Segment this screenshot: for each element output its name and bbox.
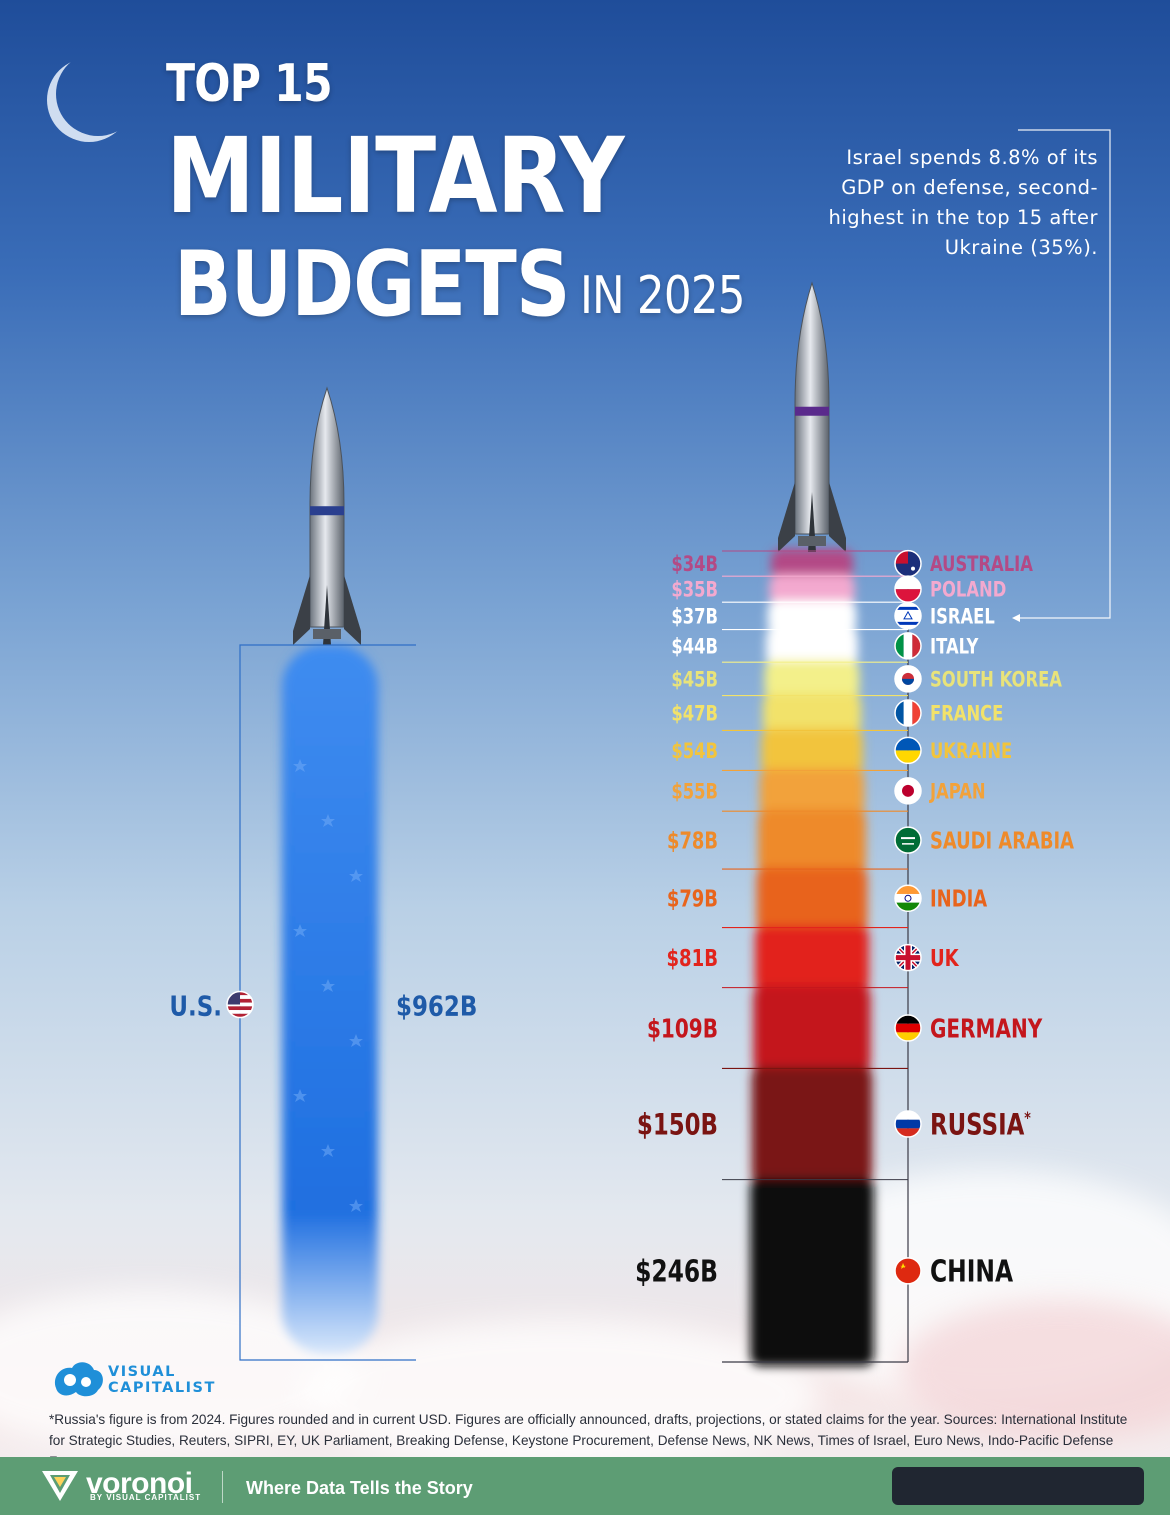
value-label-uk: $81B: [666, 945, 718, 972]
logo-line-1: VISUAL: [108, 1364, 176, 1380]
smoke-segment-south-korea: [764, 660, 860, 700]
smoke-segment-saudi-arabia: [758, 809, 866, 874]
smoke-segment-uk: [755, 925, 869, 992]
value-label-france: $47B: [671, 703, 718, 726]
country-label-germany: GERMANY: [930, 1015, 1043, 1044]
country-label-russia: RUSSIA*: [930, 1109, 1031, 1142]
country-label-australia: AUSTRALIA: [930, 553, 1033, 576]
country-label-japan: JAPAN: [928, 781, 985, 804]
country-label-uk: UK: [930, 945, 959, 972]
footer-divider: [222, 1471, 223, 1503]
voronoi-brand-sub: BY VISUAL CAPITALIST: [90, 1493, 202, 1502]
visual-capitalist-logo-icon: [54, 1362, 103, 1397]
value-label-poland: $35B: [671, 579, 718, 602]
smoke-segment-israel: [767, 600, 857, 634]
cloud: [300, 1320, 820, 1470]
title-line-1: TOP 15: [166, 54, 333, 114]
star-icon: [321, 1144, 335, 1157]
title-line-2: MILITARY: [166, 115, 625, 237]
value-label-italy: $44B: [671, 636, 718, 659]
ukraine-flag-icon: [894, 736, 922, 765]
smoke-segment-russia: [751, 1066, 873, 1184]
us-rocket-group: U.S. $962B: [169, 386, 477, 1361]
country-label-france: FRANCE: [930, 703, 1003, 726]
footer-tagline: Where Data Tells the Story: [246, 1478, 473, 1498]
rocket-icon: [778, 281, 846, 552]
china-flag-icon: [894, 1257, 922, 1285]
us-flag-icon: [226, 990, 254, 1019]
uk-flag-icon: [894, 943, 922, 972]
star-icon: [293, 1089, 307, 1102]
annotation-connector: [1018, 129, 1111, 619]
value-label-india: $79B: [667, 885, 718, 912]
country-label-israel: ISRAEL: [930, 606, 995, 629]
south-korea-flag-icon: [894, 665, 922, 693]
star-icon: [321, 979, 335, 992]
italy-flag-icon: [894, 632, 922, 660]
star-icon: [293, 759, 307, 772]
israel-annotation: Israel spends 8.8% of its GDP on defense…: [828, 146, 1098, 259]
stacked-rocket-group: $34B AUSTRALIA $35B POLAND $37B ISRAEL $44B ITA…: [635, 281, 1074, 1366]
value-label-russia: $150B: [637, 1109, 718, 1142]
japan-flag-icon: [894, 777, 922, 805]
country-label-italy: ITALY: [930, 636, 979, 659]
value-label-saudi-arabia: $78B: [667, 827, 718, 854]
country-label-poland: POLAND: [930, 579, 1006, 602]
value-label-germany: $109B: [647, 1015, 718, 1044]
footnote-marker: *: [1024, 1109, 1031, 1127]
rocket-icon: [293, 386, 361, 645]
annotation-arrow-icon: [1012, 614, 1020, 622]
value-label-south-korea: $45B: [671, 669, 718, 692]
star-icon: [293, 924, 307, 937]
poland-flag-icon: [894, 575, 922, 603]
smoke-segment-italy: [766, 627, 858, 667]
smoke-segment-poland: [769, 574, 855, 607]
visual-capitalist-logo: VISUAL CAPITALIST: [50, 1358, 240, 1403]
star-icon: [321, 814, 335, 827]
smoke-segment-australia: [771, 549, 853, 581]
smoke-segment-india: [756, 867, 868, 932]
stacked-smoke-trail: [750, 549, 874, 1366]
title-line-3: BUDGETS: [174, 232, 570, 337]
star-icon: [349, 1199, 363, 1212]
voronoi-logo-icon: [42, 1471, 78, 1501]
logo-line-2: CAPITALIST: [108, 1380, 216, 1396]
star-icon: [349, 1034, 363, 1047]
us-country-label: U.S.: [169, 990, 222, 1023]
us-value-label: $962B: [396, 990, 477, 1023]
voronoi-brand: voronoi: [86, 1467, 193, 1500]
title-line-3-suffix: IN 2025: [580, 266, 746, 326]
australia-flag-icon: [894, 549, 922, 578]
value-label-china: $246B: [635, 1255, 718, 1290]
star-icon: [349, 869, 363, 882]
russia-flag-icon: [894, 1110, 922, 1138]
value-label-israel: $37B: [671, 606, 718, 629]
smoke-segment-china: [750, 1177, 874, 1366]
india-flag-icon: [894, 884, 922, 913]
smoke-segment-france: [763, 693, 861, 735]
israel-flag-icon: [894, 602, 922, 630]
cloud: [900, 1300, 1170, 1440]
us-smoke-trail: [282, 645, 378, 1354]
smoke-segment-japan: [759, 768, 865, 816]
footer-bar: voronoi BY VISUAL CAPITALIST Where Data …: [0, 1457, 1170, 1515]
france-flag-icon: [894, 699, 922, 727]
saudi-arabia-flag-icon: [894, 826, 922, 854]
germany-flag-icon: [894, 1014, 922, 1042]
smoke-segment-ukraine: [761, 728, 863, 775]
country-label-south-korea: SOUTH KOREA: [930, 669, 1062, 692]
value-label-ukraine: $54B: [671, 740, 718, 763]
smoke-segment-germany: [753, 985, 871, 1073]
country-label-india: INDIA: [930, 885, 987, 912]
watermark-smudge: [892, 1467, 1144, 1505]
country-label-ukraine: UKRAINE: [930, 740, 1012, 763]
value-label-australia: $34B: [671, 553, 718, 576]
country-label-saudi-arabia: SAUDI ARABIA: [930, 827, 1074, 854]
value-label-japan: $55B: [671, 781, 718, 804]
country-label-china: CHINA: [930, 1255, 1013, 1290]
